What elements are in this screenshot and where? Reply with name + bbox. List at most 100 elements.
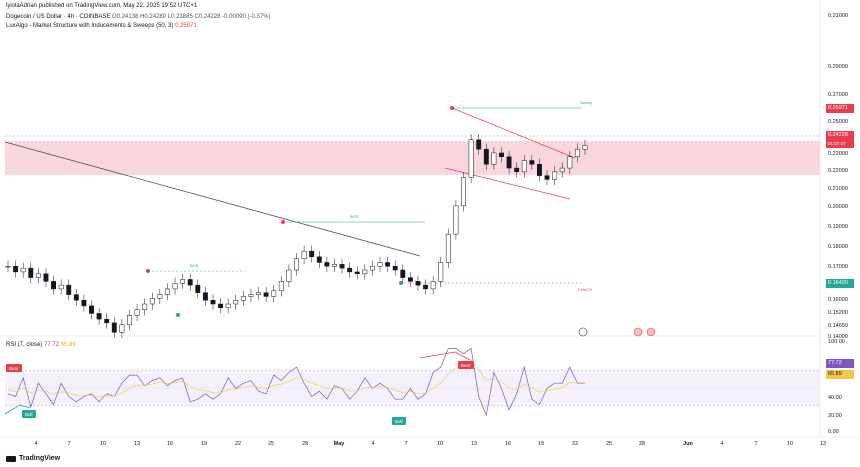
candle-body	[316, 256, 322, 263]
candle-body	[332, 264, 337, 267]
price-label: 0.27000	[828, 92, 848, 98]
candle-body	[89, 305, 94, 314]
bull-text-2: Bull	[395, 419, 403, 424]
price-label: 0.20000	[828, 204, 848, 210]
x-axis-label: 4	[34, 441, 38, 447]
bull-badge-1	[22, 410, 36, 418]
price-label: 0.18000	[828, 244, 848, 250]
candle-body	[248, 294, 254, 297]
bos-label-2: BOS	[190, 263, 199, 268]
candle-body	[559, 167, 565, 173]
price-label: 0.16000	[828, 297, 848, 303]
price-label: 0.17000	[828, 264, 848, 270]
candle-body	[415, 281, 421, 286]
candle-body	[392, 265, 398, 271]
bull-badge-2	[392, 417, 406, 425]
supply-zone	[5, 141, 820, 175]
sweep-label: Sweep	[580, 100, 593, 105]
sweep-marker	[450, 106, 454, 110]
x-axis-label: 22	[571, 441, 579, 447]
tradingview-brand[interactable]: TradingView	[6, 455, 60, 462]
candle-body	[225, 303, 231, 309]
current-price-badge: 0.24228	[826, 131, 854, 140]
x-axis-label: 28	[301, 441, 309, 447]
candle-body	[354, 271, 360, 275]
x-axis-label: 7	[67, 441, 71, 447]
candle-body	[149, 298, 155, 305]
x-axis-label: 13	[133, 441, 141, 447]
rsi-value: 77.72	[44, 342, 60, 348]
candle-body	[499, 152, 504, 157]
x-axis-label: 13	[819, 441, 827, 447]
price-label: 0.14650	[828, 323, 848, 329]
candle-body	[58, 284, 64, 290]
bear-badge-2	[458, 361, 474, 369]
price-label: 0.21000	[828, 186, 848, 192]
candle-body	[491, 152, 497, 165]
candle-body	[369, 265, 375, 271]
candle-body	[119, 324, 125, 333]
bear-text-1: Bear	[9, 366, 19, 371]
low-price-badge: 0.16420	[826, 279, 854, 288]
candle-body	[73, 294, 79, 301]
x-axis-label: 10	[99, 441, 107, 447]
candle-body	[521, 160, 527, 173]
candle-body	[400, 269, 406, 278]
bear-badge-1	[6, 364, 22, 372]
rsi-ma-line	[7, 360, 586, 398]
candle-body	[544, 175, 550, 180]
symbol-line: Dogecoin / US Dollar · 4h · COINBASE O0.…	[6, 14, 271, 20]
bos-label-1: BOS	[350, 214, 359, 219]
candle-body	[324, 262, 330, 267]
price-label: 0.25000	[828, 119, 848, 125]
x-axis-label: 13	[470, 441, 478, 447]
descending-trendline	[4, 141, 421, 257]
candle-body	[476, 139, 482, 150]
x-axis-label: 7	[754, 441, 758, 447]
wedge-lower-line	[444, 167, 571, 200]
candle-body	[263, 292, 269, 297]
x-axis-label: May	[333, 441, 345, 447]
candle-body	[438, 262, 444, 282]
candle-body	[202, 292, 208, 301]
x-axis-label: 25	[267, 441, 275, 447]
candle-body	[339, 264, 345, 269]
rsi-ma-badge: 65.89	[826, 370, 854, 379]
candle-body	[240, 296, 246, 301]
candle-body	[187, 279, 193, 286]
candle-body	[271, 290, 277, 297]
candle-body	[423, 284, 429, 290]
x-axis-label: 16	[166, 441, 174, 447]
candle-body	[104, 318, 110, 324]
x-axis-label: Jun	[683, 441, 693, 447]
candle-body	[111, 322, 117, 333]
rsi-bull-segment	[4, 404, 31, 415]
candle-body	[468, 139, 474, 178]
candle-body	[445, 233, 451, 263]
x-axis-label: 10	[786, 441, 794, 447]
ohlc-values: O0.24138 H0.24280 L0.23885 C0.24228 -0.0…	[112, 14, 271, 20]
high-marker-2	[146, 269, 150, 273]
flag-icon	[633, 327, 643, 337]
candle-body	[301, 250, 307, 259]
rsi-bear-segment	[419, 351, 471, 361]
x-axis-label: 10	[436, 441, 444, 447]
candle-body	[461, 177, 466, 207]
rsi-title: RSI (7, close) 77.72 65.89	[6, 342, 76, 348]
rsi-axis-label: 0.00	[828, 429, 839, 435]
candles-group	[5, 134, 588, 338]
price-label: 0.29000	[828, 64, 848, 70]
price-label: 0.15200	[828, 310, 848, 316]
candle-body	[43, 273, 49, 282]
x-axis-label: 16	[504, 441, 512, 447]
candle-body	[127, 315, 132, 326]
rsi-ma-value: 65.89	[60, 342, 76, 348]
choch-label: CHoCH	[578, 287, 592, 292]
candle-body	[5, 265, 11, 268]
rsi-axis-label: 20.00	[828, 413, 842, 419]
candle-body	[385, 262, 391, 267]
indicator-name: LuxAlgo - Market Structure with Induceme…	[6, 23, 174, 29]
candle-body	[453, 205, 459, 235]
candle-body	[157, 294, 163, 299]
